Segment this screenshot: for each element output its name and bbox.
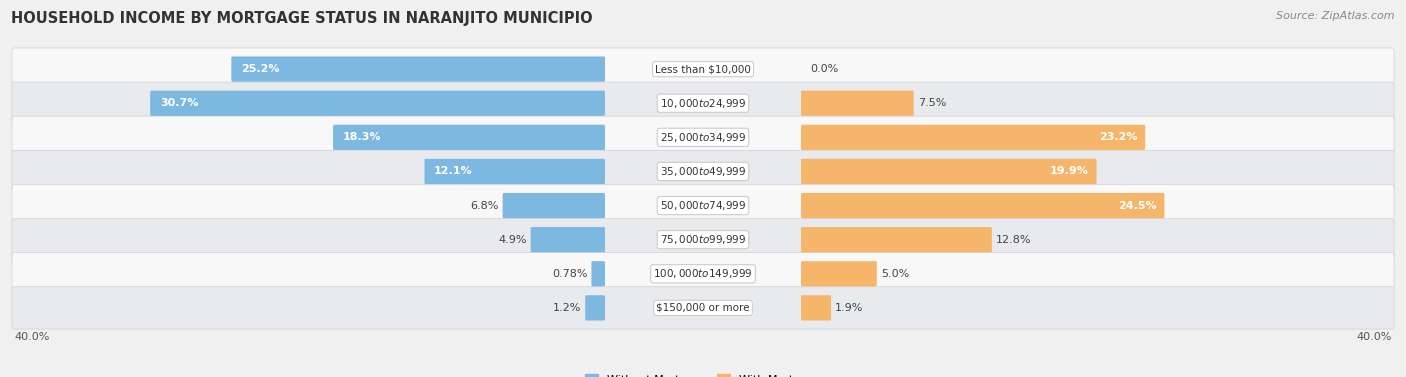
Text: 12.1%: 12.1%: [434, 166, 472, 176]
FancyBboxPatch shape: [801, 227, 991, 252]
Text: 0.78%: 0.78%: [551, 269, 588, 279]
FancyBboxPatch shape: [13, 253, 1393, 295]
FancyBboxPatch shape: [530, 227, 605, 252]
Text: $75,000 to $99,999: $75,000 to $99,999: [659, 233, 747, 246]
Text: 23.2%: 23.2%: [1099, 132, 1137, 143]
Text: $50,000 to $74,999: $50,000 to $74,999: [659, 199, 747, 212]
Text: 12.8%: 12.8%: [995, 234, 1032, 245]
FancyBboxPatch shape: [503, 193, 605, 218]
Text: 18.3%: 18.3%: [343, 132, 381, 143]
FancyBboxPatch shape: [801, 295, 831, 320]
Text: 1.2%: 1.2%: [553, 303, 581, 313]
Text: 25.2%: 25.2%: [240, 64, 280, 74]
Text: 1.9%: 1.9%: [835, 303, 863, 313]
FancyBboxPatch shape: [425, 159, 605, 184]
FancyBboxPatch shape: [13, 184, 1393, 227]
FancyBboxPatch shape: [13, 287, 1393, 329]
Text: HOUSEHOLD INCOME BY MORTGAGE STATUS IN NARANJITO MUNICIPIO: HOUSEHOLD INCOME BY MORTGAGE STATUS IN N…: [11, 11, 593, 26]
Text: Source: ZipAtlas.com: Source: ZipAtlas.com: [1277, 11, 1395, 21]
Text: 30.7%: 30.7%: [160, 98, 198, 108]
Text: 5.0%: 5.0%: [882, 269, 910, 279]
Text: 40.0%: 40.0%: [1357, 333, 1392, 342]
FancyBboxPatch shape: [801, 261, 877, 287]
Text: 4.9%: 4.9%: [498, 234, 526, 245]
Text: $150,000 or more: $150,000 or more: [657, 303, 749, 313]
Text: 0.0%: 0.0%: [811, 64, 839, 74]
Text: 6.8%: 6.8%: [470, 201, 499, 211]
Text: $10,000 to $24,999: $10,000 to $24,999: [659, 97, 747, 110]
Text: Less than $10,000: Less than $10,000: [655, 64, 751, 74]
FancyBboxPatch shape: [13, 116, 1393, 158]
Text: $100,000 to $149,999: $100,000 to $149,999: [654, 267, 752, 280]
FancyBboxPatch shape: [13, 219, 1393, 261]
FancyBboxPatch shape: [801, 90, 914, 116]
FancyBboxPatch shape: [592, 261, 605, 287]
Text: 24.5%: 24.5%: [1118, 201, 1157, 211]
FancyBboxPatch shape: [801, 159, 1097, 184]
FancyBboxPatch shape: [13, 150, 1393, 193]
Text: 19.9%: 19.9%: [1050, 166, 1088, 176]
FancyBboxPatch shape: [801, 125, 1146, 150]
Text: 40.0%: 40.0%: [14, 333, 49, 342]
FancyBboxPatch shape: [13, 82, 1393, 124]
FancyBboxPatch shape: [150, 90, 605, 116]
Text: $35,000 to $49,999: $35,000 to $49,999: [659, 165, 747, 178]
FancyBboxPatch shape: [13, 48, 1393, 90]
FancyBboxPatch shape: [232, 57, 605, 82]
FancyBboxPatch shape: [801, 193, 1164, 218]
FancyBboxPatch shape: [333, 125, 605, 150]
Legend: Without Mortgage, With Mortgage: Without Mortgage, With Mortgage: [581, 370, 825, 377]
Text: $25,000 to $34,999: $25,000 to $34,999: [659, 131, 747, 144]
Text: 7.5%: 7.5%: [918, 98, 946, 108]
FancyBboxPatch shape: [585, 295, 605, 320]
